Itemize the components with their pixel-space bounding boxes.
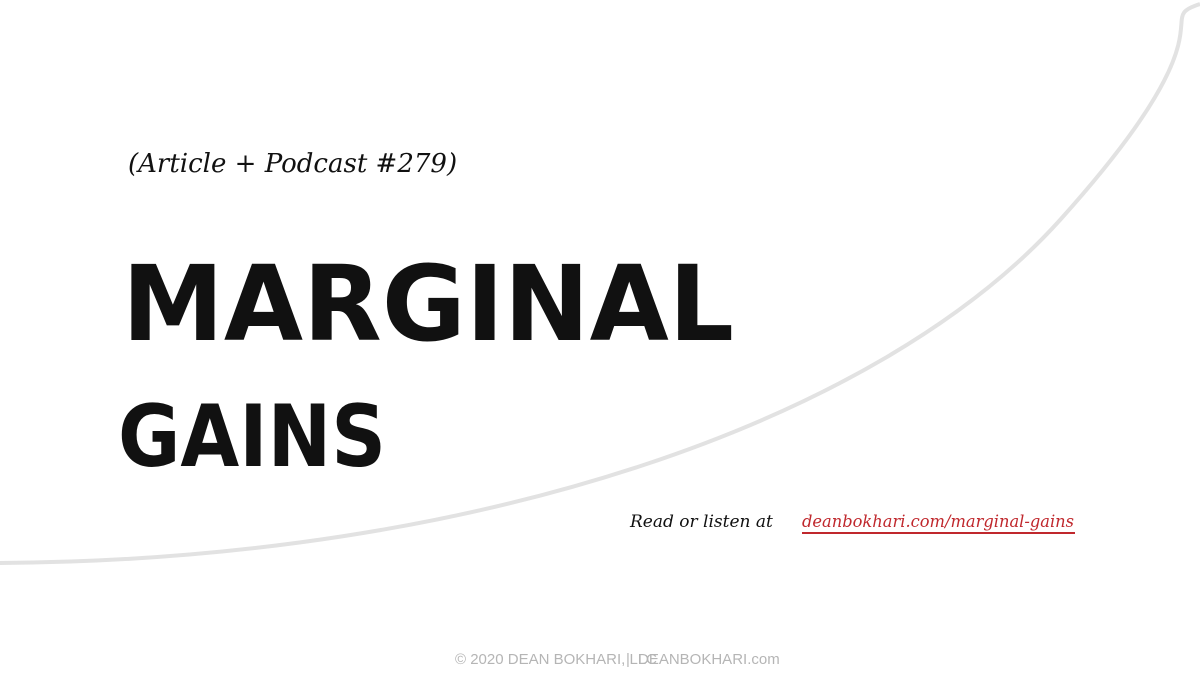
curve xyxy=(0,2,1200,565)
title-line-2: GAINS xyxy=(118,387,386,487)
footer-site[interactable]: DEANBOKHARI.com xyxy=(638,651,780,668)
cta-link[interactable]: deanbokhari.com/marginal-gains xyxy=(802,512,1074,532)
cta-text: Read or listen at xyxy=(629,512,773,532)
footer-copyright: © 2020 DEAN BOKHARI, LLC xyxy=(455,651,657,668)
title-line-1: MARGINAL xyxy=(122,243,734,365)
footer-separator: | xyxy=(626,651,630,668)
subtitle: (Article + Podcast #279) xyxy=(128,149,457,179)
